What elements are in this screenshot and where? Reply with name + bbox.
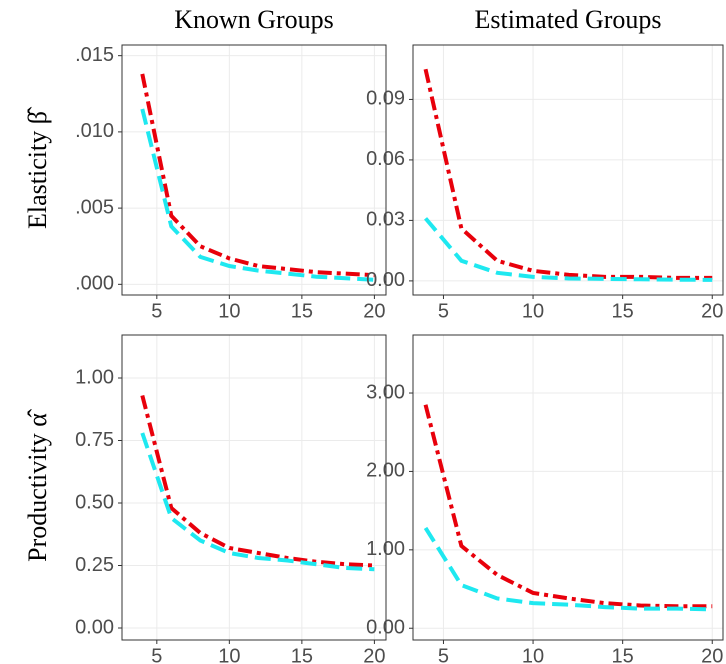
y-tick-label: 0.00 [366, 269, 405, 291]
y-tick-label: 3.00 [366, 381, 405, 403]
y-tick-label: .005 [75, 196, 114, 218]
panel-border [121, 334, 387, 641]
y-tick-label: 0.09 [366, 88, 405, 110]
y-axis-label: Productivity α̂ [23, 408, 52, 562]
y-tick-label: 0.06 [366, 148, 405, 170]
y-tick-label: .010 [75, 120, 114, 142]
x-tick-label: 10 [522, 300, 544, 322]
y-tick-label: 0.03 [366, 209, 405, 231]
panel-title: Known Groups [174, 5, 334, 34]
series-line [140, 108, 375, 282]
series-line [423, 526, 713, 612]
panel-border [121, 44, 387, 296]
x-tick-label: 15 [291, 645, 313, 664]
series-line [424, 217, 713, 282]
y-axis-label: Elasticity β̂ [23, 106, 52, 229]
x-tick-label: 15 [612, 645, 634, 664]
x-tick-label: 5 [151, 645, 162, 664]
y-tick-label: 1.00 [366, 538, 405, 560]
y-tick-label: 1.00 [75, 366, 114, 388]
y-tick-label: 0.50 [75, 491, 114, 513]
series-line [140, 432, 375, 572]
x-tick-label: 10 [218, 300, 240, 322]
x-tick-label: 10 [218, 645, 240, 664]
y-tick-label: .000 [75, 273, 114, 295]
panel-border [412, 44, 724, 296]
x-tick-label: 10 [522, 645, 544, 664]
panel-border [412, 334, 724, 641]
y-tick-label: 0.25 [75, 554, 114, 576]
y-tick-label: 0.00 [366, 617, 405, 639]
y-tick-label: 0.75 [75, 429, 114, 451]
x-tick-label: 15 [612, 300, 634, 322]
x-tick-label: 5 [438, 645, 449, 664]
x-tick-label: 5 [151, 300, 162, 322]
x-tick-label: 5 [438, 300, 449, 322]
x-tick-label: 20 [701, 645, 723, 664]
series-line [423, 404, 713, 609]
y-tick-label: 0.00 [75, 616, 114, 638]
series-line [423, 68, 713, 280]
series-line [140, 73, 375, 278]
y-tick-label: .015 [75, 44, 114, 66]
x-tick-label: 20 [701, 300, 723, 322]
x-tick-label: 20 [363, 300, 385, 322]
series-line [140, 395, 375, 568]
x-tick-label: 20 [363, 645, 385, 664]
x-tick-label: 15 [291, 300, 313, 322]
panel-title: Estimated Groups [474, 5, 661, 34]
y-tick-label: 2.00 [366, 460, 405, 482]
